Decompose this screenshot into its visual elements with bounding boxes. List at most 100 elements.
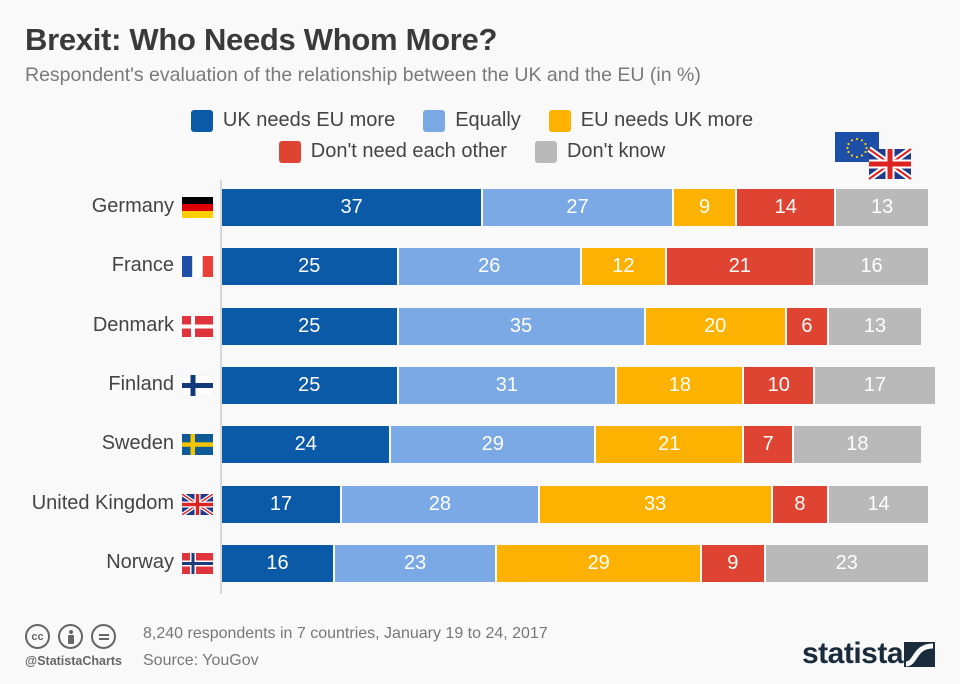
country-label: Germany bbox=[91, 195, 174, 217]
data-label: 29 bbox=[587, 552, 610, 574]
bar-segment: 9 bbox=[673, 189, 738, 226]
legend-row-1: UK needs EU more Equally EU needs UK mor… bbox=[0, 109, 952, 132]
legend-label: Equally bbox=[455, 109, 521, 131]
data-label: 7 bbox=[762, 433, 774, 455]
bar-segment: 12 bbox=[582, 248, 667, 285]
bar-segment: 29 bbox=[391, 426, 597, 463]
legend-item-uk-needs-eu-more: UK needs EU more bbox=[190, 109, 396, 132]
bar-segment: 18 bbox=[793, 426, 921, 463]
data-label: 20 bbox=[704, 315, 727, 337]
data-label: 18 bbox=[846, 433, 869, 455]
survey-note: 8,240 respondents in 7 countries, Januar… bbox=[143, 625, 548, 642]
data-label: 29 bbox=[481, 433, 504, 455]
bar-segment: 9 bbox=[702, 545, 766, 582]
bar-segment: 21 bbox=[666, 248, 816, 285]
sweden-flag-icon bbox=[182, 434, 213, 455]
data-label: 16 bbox=[860, 255, 883, 277]
bar-segment: 24 bbox=[222, 426, 392, 463]
data-label: 16 bbox=[266, 552, 289, 574]
bar-segment: 13 bbox=[829, 308, 921, 345]
statista-charts-handle[interactable]: @StatistaCharts bbox=[25, 654, 122, 668]
source-note: Source: YouGov bbox=[143, 652, 259, 669]
legend-label: UK needs EU more bbox=[222, 109, 396, 131]
data-label: 24 bbox=[294, 433, 317, 455]
data-label: 6 bbox=[801, 315, 813, 337]
data-label: 13 bbox=[863, 315, 887, 337]
bar-segment: 13 bbox=[836, 189, 928, 226]
data-label: 35 bbox=[509, 315, 533, 337]
data-label: 10 bbox=[767, 374, 790, 396]
bar-segment: 35 bbox=[398, 308, 646, 345]
license-icons: cc bbox=[25, 624, 116, 649]
bar-segment: 7 bbox=[744, 426, 794, 463]
data-label: 9 bbox=[699, 196, 711, 218]
bar-segment: 25 bbox=[222, 248, 399, 285]
data-label: 25 bbox=[298, 255, 321, 277]
legend-swatch bbox=[548, 109, 571, 132]
bar-segment: 27 bbox=[483, 189, 674, 226]
bar-segment: 8 bbox=[772, 486, 830, 523]
legend-item-dont-know: Don't know bbox=[534, 140, 666, 163]
legend-item-dont-need-each-other: Don't need each other bbox=[278, 140, 507, 163]
country-label: Sweden bbox=[101, 432, 174, 454]
data-label: 26 bbox=[478, 255, 501, 277]
bar-segment: 10 bbox=[744, 367, 816, 404]
country-label: Finland bbox=[108, 373, 174, 395]
legend-item-equally: Equally bbox=[423, 109, 521, 132]
country-label: Norway bbox=[106, 551, 174, 573]
statista-logo-mark-icon bbox=[904, 642, 935, 667]
data-label: 9 bbox=[727, 552, 739, 574]
chart-title: Brexit: Who Needs Whom More? bbox=[25, 22, 498, 57]
bar-segment: 33 bbox=[539, 486, 773, 523]
chart-subtitle: Respondent's evaluation of the relations… bbox=[25, 64, 701, 86]
y-axis-line bbox=[220, 180, 222, 594]
data-label: 37 bbox=[340, 196, 363, 218]
bar-segment: 16 bbox=[222, 545, 335, 582]
data-label: 27 bbox=[566, 196, 589, 218]
legend-swatch bbox=[190, 109, 213, 132]
data-label: 31 bbox=[495, 374, 519, 396]
bar-segment: 37 bbox=[222, 189, 484, 226]
bar-segment: 28 bbox=[342, 486, 540, 523]
data-label: 33 bbox=[644, 493, 667, 515]
data-label: 28 bbox=[428, 493, 451, 515]
eu-and-uk-flags-icon bbox=[835, 132, 913, 180]
data-label: 8 bbox=[794, 493, 806, 515]
bar-segment: 14 bbox=[737, 189, 837, 226]
bar-segment: 23 bbox=[334, 545, 498, 582]
no-derivatives-icon bbox=[91, 624, 116, 649]
legend-label: Don't know bbox=[566, 140, 666, 162]
data-label: 23 bbox=[404, 552, 427, 574]
bar-segment: 17 bbox=[815, 367, 936, 404]
legend-swatch bbox=[278, 140, 301, 163]
denmark-flag-icon bbox=[182, 316, 213, 337]
statista-logo[interactable]: statista bbox=[802, 637, 904, 670]
legend-label: EU needs UK more bbox=[580, 109, 754, 131]
legend-item-eu-needs-uk-more: EU needs UK more bbox=[548, 109, 754, 132]
bar-segment: 20 bbox=[645, 308, 787, 345]
bar-segment: 29 bbox=[497, 545, 703, 582]
bar-segment: 18 bbox=[617, 367, 745, 404]
data-label: 14 bbox=[867, 493, 890, 515]
legend-row-2: Don't need each other Don't know bbox=[0, 140, 952, 163]
data-label: 17 bbox=[269, 493, 293, 515]
bar-segment: 17 bbox=[222, 486, 343, 523]
bar-segment: 23 bbox=[765, 545, 928, 582]
norway-flag-icon bbox=[182, 553, 213, 574]
data-label: 25 bbox=[298, 374, 321, 396]
bar-segment: 14 bbox=[829, 486, 928, 523]
bar-segment: 26 bbox=[398, 248, 583, 285]
germany-flag-icon bbox=[182, 197, 213, 218]
france-flag-icon bbox=[182, 256, 213, 277]
finland-flag-icon bbox=[182, 375, 213, 396]
data-label: 14 bbox=[774, 196, 797, 218]
legend-swatch bbox=[534, 140, 557, 163]
data-label: 21 bbox=[658, 433, 681, 455]
data-label: 18 bbox=[668, 374, 692, 396]
uk-flag-icon bbox=[182, 494, 213, 515]
country-label: United Kingdom bbox=[31, 492, 174, 514]
bar-segment: 6 bbox=[786, 308, 830, 345]
data-label: 25 bbox=[298, 315, 321, 337]
data-label: 12 bbox=[612, 255, 635, 277]
bar-segment: 21 bbox=[596, 426, 745, 463]
